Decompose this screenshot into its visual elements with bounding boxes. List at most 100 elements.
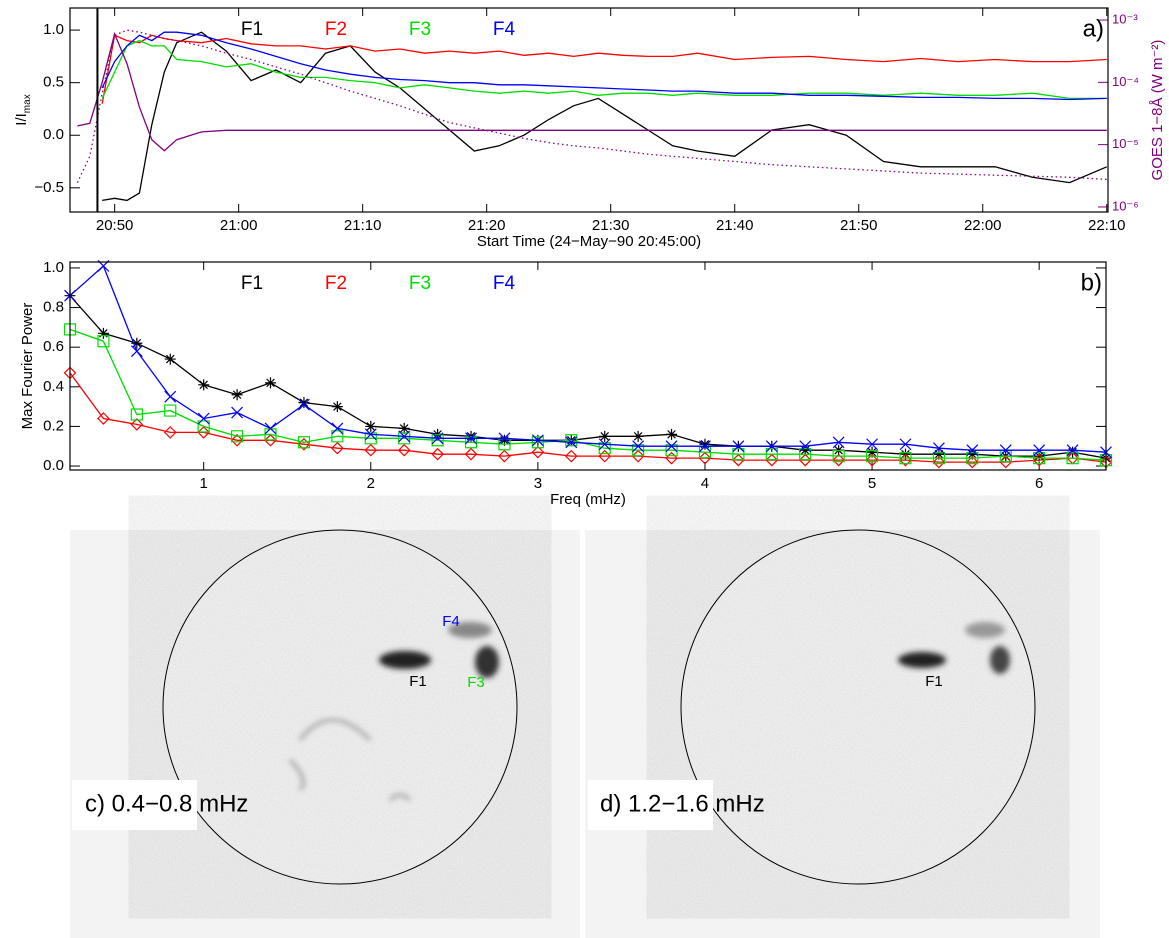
marker [732, 453, 745, 467]
marker [264, 422, 277, 435]
image-panel-d: F1 d) 1.2−1.6 mHz [585, 529, 1100, 938]
x-tick-label: 22:10 [1088, 217, 1126, 234]
annotation: F3 [467, 674, 485, 691]
marker [163, 426, 177, 439]
x-tick-label: 22:00 [964, 217, 1002, 234]
y-tick-label: 0.4 [43, 378, 64, 395]
marker [365, 420, 377, 432]
y-tick-label: 0.2 [43, 417, 64, 434]
marker [264, 428, 277, 441]
marker [799, 444, 811, 456]
marker [97, 327, 109, 339]
marker [431, 434, 444, 447]
x-tick-label: 2 [367, 475, 375, 492]
x-tick-label: 21:00 [220, 217, 258, 234]
marker [131, 337, 143, 349]
marker [298, 397, 310, 409]
active-region [379, 651, 431, 669]
marker [564, 449, 578, 463]
series-line [70, 328, 1106, 461]
y-tick-label: 0.6 [43, 338, 64, 355]
marker [297, 436, 311, 449]
marker [331, 422, 344, 435]
marker [63, 323, 77, 336]
marker [666, 428, 678, 440]
x-tick-label: 20:50 [96, 217, 134, 234]
marker [130, 408, 143, 421]
marker [966, 444, 979, 457]
marker [699, 438, 711, 450]
y-axis-label-sub: max [22, 94, 33, 113]
y2-tick-label: 10⁻⁵ [1112, 136, 1139, 151]
image-label: c) 0.4−0.8 mHz [85, 790, 248, 817]
marker [732, 440, 745, 453]
marker [865, 450, 879, 463]
image-label: d) 1.2−1.6 mHz [600, 790, 765, 817]
disk-texture [682, 531, 1034, 883]
annotation: F1 [925, 673, 943, 690]
y-tick-label: 1.0 [43, 21, 64, 38]
y2-tick-label: 10⁻⁴ [1112, 74, 1139, 89]
marker [465, 432, 477, 445]
y2-tick-label: 10⁻⁶ [1112, 198, 1139, 213]
y-tick-label: 0.5 [43, 74, 64, 91]
marker [231, 389, 243, 401]
x-tick-label: 3 [534, 475, 542, 492]
legend-entry: F1 [241, 273, 263, 294]
marker [464, 447, 478, 461]
marker [164, 390, 177, 403]
marker [799, 440, 812, 453]
annotation: F4 [442, 613, 460, 630]
x-tick-label: 21:10 [344, 217, 382, 234]
panel-label: b) [1081, 269, 1102, 296]
marker [698, 451, 712, 465]
legend-entry: F3 [409, 19, 431, 40]
legend-entry: F4 [493, 19, 516, 40]
marker [130, 345, 143, 358]
x-tick-label: 21:30 [592, 217, 630, 234]
marker [264, 433, 277, 447]
marker [932, 442, 945, 455]
y2-axis-label: GOES 1−8Å (W m⁻²) [1149, 40, 1166, 181]
marker [866, 446, 878, 458]
marker [331, 441, 344, 455]
x-tick-label: 6 [1035, 475, 1043, 492]
marker [832, 453, 845, 467]
marker [899, 452, 912, 465]
marker [297, 437, 311, 451]
y-tick-label: −0.5 [34, 179, 64, 196]
marker [632, 440, 645, 453]
marker [965, 455, 979, 469]
marker [531, 434, 544, 447]
marker [164, 353, 176, 365]
series-line [102, 31, 1108, 202]
marker [866, 438, 878, 451]
marker [398, 422, 410, 434]
marker [364, 428, 377, 441]
marker [832, 436, 845, 449]
annotation: F1 [409, 673, 427, 690]
x-tick-label: 21:50 [840, 217, 878, 234]
x-tick-label: 21:40 [716, 217, 754, 234]
marker [230, 433, 244, 447]
marker [265, 377, 277, 389]
active-region [898, 652, 946, 668]
label-bg [588, 780, 713, 830]
marker [331, 401, 343, 413]
marker [899, 438, 912, 451]
x-tick-label: 1 [200, 475, 208, 492]
marker [699, 440, 711, 453]
marker [598, 438, 611, 451]
panel: 1 2 3 4 5 6 Freq (mHz) 0.0 0.2 0.4 0.6 0.8 1.0 Max Fo… [19, 259, 1113, 508]
marker [631, 449, 645, 463]
marker [932, 455, 946, 469]
marker [798, 453, 812, 467]
y-tick-label: 1.0 [43, 259, 64, 276]
marker [398, 432, 411, 445]
legend-entry: F4 [493, 273, 516, 294]
image-panel-c: F1 F4 F3 c) 0.4−0.8 mHz [70, 529, 580, 938]
marker [97, 412, 110, 425]
marker [1066, 444, 1079, 457]
marker [97, 335, 110, 348]
marker [197, 426, 211, 439]
